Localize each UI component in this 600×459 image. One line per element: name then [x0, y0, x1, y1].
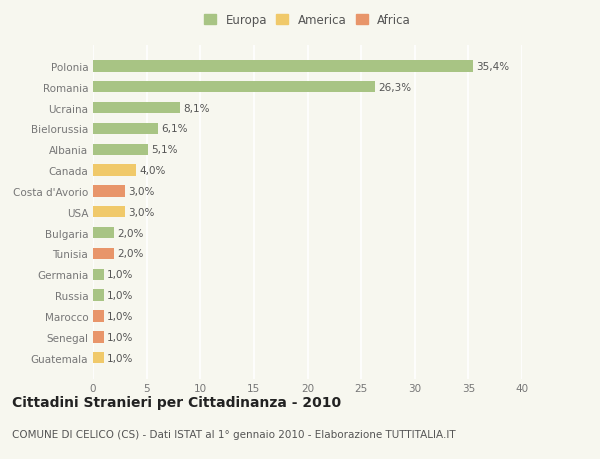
Bar: [93, 311, 104, 322]
Bar: [93, 144, 148, 156]
Bar: [93, 227, 115, 239]
Text: 1,0%: 1,0%: [107, 353, 133, 363]
Bar: [93, 61, 473, 73]
Text: 2,0%: 2,0%: [118, 228, 144, 238]
Legend: Europa, America, Africa: Europa, America, Africa: [202, 12, 413, 29]
Text: 1,0%: 1,0%: [107, 291, 133, 301]
Bar: [93, 165, 136, 176]
Text: 35,4%: 35,4%: [476, 62, 509, 72]
Text: 1,0%: 1,0%: [107, 270, 133, 280]
Text: 1,0%: 1,0%: [107, 311, 133, 321]
Bar: [93, 123, 158, 135]
Bar: [93, 207, 125, 218]
Text: 4,0%: 4,0%: [139, 166, 166, 176]
Bar: [93, 290, 104, 301]
Bar: [93, 186, 125, 197]
Text: COMUNE DI CELICO (CS) - Dati ISTAT al 1° gennaio 2010 - Elaborazione TUTTITALIA.: COMUNE DI CELICO (CS) - Dati ISTAT al 1°…: [12, 429, 455, 439]
Bar: [93, 352, 104, 364]
Text: 2,0%: 2,0%: [118, 249, 144, 259]
Bar: [93, 103, 180, 114]
Text: 8,1%: 8,1%: [183, 103, 209, 113]
Text: 1,0%: 1,0%: [107, 332, 133, 342]
Text: Cittadini Stranieri per Cittadinanza - 2010: Cittadini Stranieri per Cittadinanza - 2…: [12, 395, 341, 409]
Bar: [93, 269, 104, 280]
Text: 3,0%: 3,0%: [128, 186, 155, 196]
Bar: [93, 248, 115, 260]
Text: 26,3%: 26,3%: [378, 83, 412, 93]
Text: 5,1%: 5,1%: [151, 145, 178, 155]
Bar: [93, 331, 104, 343]
Text: 6,1%: 6,1%: [161, 124, 188, 134]
Bar: [93, 82, 375, 93]
Text: 3,0%: 3,0%: [128, 207, 155, 217]
